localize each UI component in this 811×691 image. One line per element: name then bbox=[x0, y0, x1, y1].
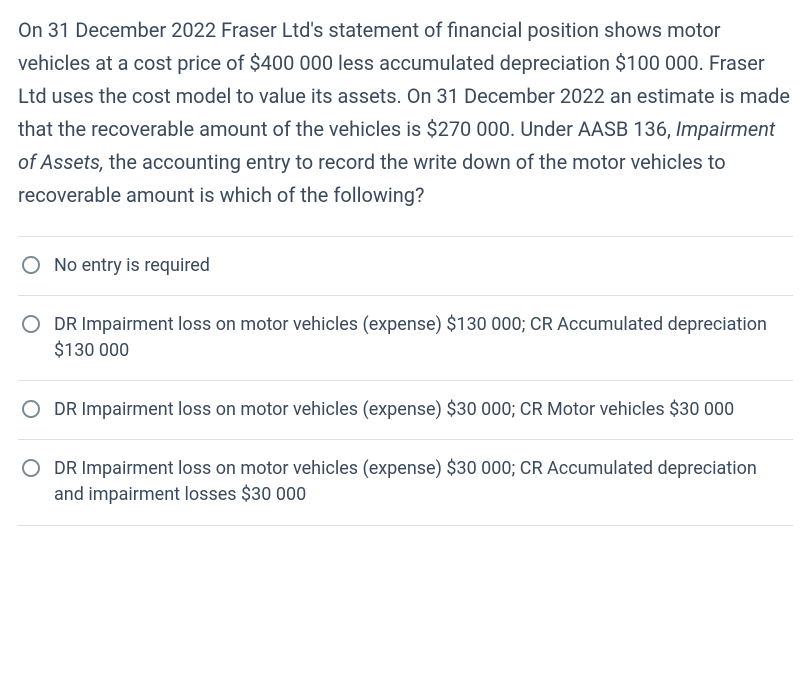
question-pre: On 31 December 2022 Fraser Ltd's stateme… bbox=[18, 18, 790, 141]
option-label: No entry is required bbox=[54, 253, 210, 279]
question-post: the accounting entry to record the write… bbox=[18, 150, 726, 207]
option-label: DR Impairment loss on motor vehicles (ex… bbox=[54, 312, 789, 364]
radio-icon bbox=[22, 459, 40, 477]
option-label: DR Impairment loss on motor vehicles (ex… bbox=[54, 456, 789, 508]
radio-icon bbox=[22, 315, 40, 333]
option-label: DR Impairment loss on motor vehicles (ex… bbox=[54, 397, 734, 423]
options-list: No entry is required DR Impairment loss … bbox=[18, 236, 793, 526]
option-2[interactable]: DR Impairment loss on motor vehicles (ex… bbox=[18, 381, 793, 440]
radio-icon bbox=[22, 256, 40, 274]
question-text: On 31 December 2022 Fraser Ltd's stateme… bbox=[18, 14, 793, 212]
option-0[interactable]: No entry is required bbox=[18, 237, 793, 296]
radio-icon bbox=[22, 400, 40, 418]
option-3[interactable]: DR Impairment loss on motor vehicles (ex… bbox=[18, 440, 793, 525]
option-1[interactable]: DR Impairment loss on motor vehicles (ex… bbox=[18, 296, 793, 381]
